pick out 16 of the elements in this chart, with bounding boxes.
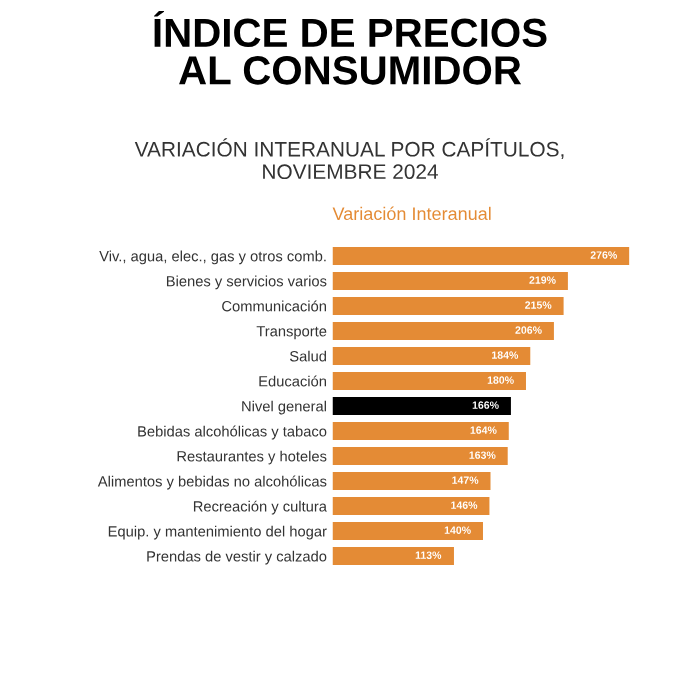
bar xyxy=(332,371,526,390)
bar xyxy=(332,422,509,441)
bar xyxy=(332,497,490,516)
chart-subtitle: VARIACIÓN INTERANUAL POR CAPÍTULOS, NOVIEMBRE 2024 xyxy=(134,138,564,180)
bar xyxy=(332,346,531,365)
bar xyxy=(332,246,630,265)
bar xyxy=(332,522,483,541)
bar xyxy=(332,321,554,340)
bar xyxy=(332,396,511,416)
bar xyxy=(332,271,568,290)
bar xyxy=(332,547,454,566)
x-axis-title: Variación Interanual xyxy=(332,206,491,221)
bar xyxy=(332,447,508,466)
bar xyxy=(332,472,491,491)
bar xyxy=(332,296,564,315)
chart-title: ÍNDICE DE PRECIOS AL CONSUMIDOR xyxy=(154,10,547,85)
